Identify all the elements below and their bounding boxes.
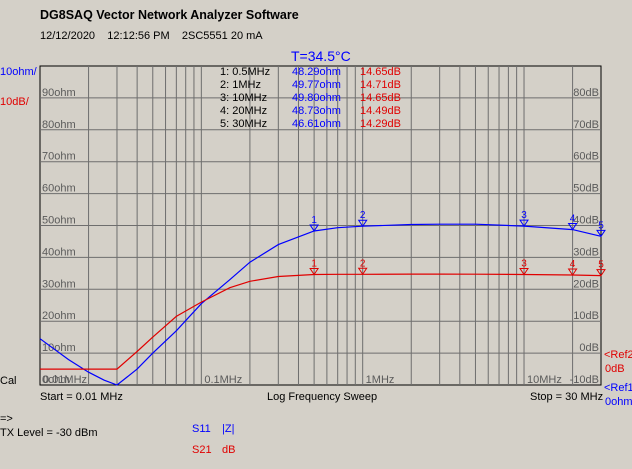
left-axis-label: 20ohm [42, 310, 76, 322]
right-axis-label: 20dB [573, 278, 599, 290]
marker-row-4-db: 14.49dB [360, 105, 401, 117]
right-axis-label: 30dB [573, 246, 599, 258]
marker-row-3-ohm: 49.80ohm [292, 92, 341, 104]
frequency-label: 10MHz [527, 374, 562, 386]
marker-3-triangle [519, 267, 529, 276]
temperature-readout: T=34.5°C [291, 48, 351, 64]
right-axis-label: 0dB [579, 342, 599, 354]
marker-3-label: 3 [521, 258, 527, 269]
frequency-label: 1MHz [366, 374, 395, 386]
legend-s21-unit: dB [222, 444, 236, 456]
measurement-info: 12/12/2020 12:12:56 PM 2SC5551 20 mA [40, 30, 263, 42]
info-time: 12:12:56 PM [107, 30, 170, 42]
marker-5-label: 5 [598, 220, 604, 231]
right-axis-label: 50dB [573, 183, 599, 195]
left-axis-label: 30ohm [42, 278, 76, 290]
left-scale-blue[interactable]: 10ohm/ [0, 66, 37, 78]
ref1-marker[interactable]: <Ref1 [604, 382, 632, 394]
marker-5-label: 5 [598, 260, 604, 271]
marker-row-5-ohm: 46.61ohm [292, 118, 341, 130]
right-axis-label: 40dB [573, 215, 599, 227]
frequency-label: 0.1MHz [204, 374, 242, 386]
marker-1-triangle [309, 224, 320, 232]
left-axis-label: 50ohm [42, 215, 76, 227]
frequency-label: 0.01MHz [43, 374, 87, 386]
legend-s21-trace[interactable]: S21 [192, 444, 212, 456]
right-axis-label: -10dB [570, 374, 599, 386]
s21-trace-line [40, 273, 602, 370]
marker-2-label: 2 [360, 258, 366, 269]
right-axis-label: 60dB [573, 151, 599, 163]
right-axis-label: 80dB [573, 87, 599, 99]
marker-1-triangle [309, 267, 320, 276]
left-axis-label: 0ohm [42, 374, 70, 386]
marker-5-triangle [596, 229, 606, 238]
marker-1-label: 1 [311, 258, 317, 269]
left-axis-label: 60ohm [42, 183, 76, 195]
left-axis-label: 70ohm [42, 151, 76, 163]
left-scale-red[interactable]: 10dB/ [0, 96, 29, 108]
marker-2-triangle [357, 219, 368, 228]
left-axis-label: 10ohm [42, 342, 76, 354]
info-date: 12/12/2020 [40, 30, 96, 42]
marker-row-4-id: 4: 20MHz [220, 105, 268, 117]
marker-4-triangle [567, 223, 578, 231]
marker-4-label: 4 [570, 214, 576, 225]
tx-level: TX Level = -30 dBm [0, 427, 98, 439]
sweep-mode[interactable]: Log Frequency Sweep [267, 391, 378, 403]
marker-row-2-db: 14.71dB [360, 79, 401, 91]
cal-label: Cal [0, 375, 17, 387]
marker-3-triangle [519, 219, 529, 228]
marker-row-1-db: 14.65dB [360, 66, 401, 78]
app-title: DG8SAQ Vector Network Analyzer Software [40, 8, 299, 22]
left-axis-label: 40ohm [42, 246, 76, 258]
marker-2-label: 2 [360, 210, 366, 221]
marker-row-5-db: 14.29dB [360, 118, 401, 130]
left-axis-label: 80ohm [42, 119, 76, 131]
marker-row-5-id: 5: 30MHz [220, 118, 268, 130]
marker-5-triangle [596, 269, 606, 277]
s11-trace-line [39, 223, 602, 386]
stop-frequency: Stop = 30 MHz [530, 391, 604, 403]
marker-row-3-db: 14.65dB [360, 92, 401, 104]
legend-s11-unit: |Z| [222, 423, 235, 435]
marker-row-2-id: 2: 1MHz [220, 79, 261, 91]
start-frequency: Start = 0.01 MHz [40, 391, 123, 403]
ref2-value: 0dB [605, 363, 625, 375]
right-axis-label: 10dB [573, 310, 599, 322]
right-axis-label: 70dB [573, 119, 599, 131]
marker-4-label: 4 [570, 259, 576, 270]
marker-row-3-id: 3: 10MHz [220, 92, 268, 104]
marker-row-1-id: 1: 0.5MHz [220, 66, 271, 78]
marker-row-1-ohm: 48.29ohm [292, 66, 341, 78]
marker-2-triangle [357, 267, 368, 276]
ref1-value: 0ohm [605, 396, 632, 408]
marker-4-triangle [567, 268, 578, 276]
tx-arrow: => [0, 413, 13, 425]
marker-1-label: 1 [311, 215, 317, 226]
marker-row-2-ohm: 49.77ohm [292, 79, 341, 91]
ref2-marker[interactable]: <Ref2 [604, 349, 632, 361]
marker-3-label: 3 [521, 210, 527, 221]
legend-s11-trace[interactable]: S11 [192, 423, 211, 435]
marker-row-4-ohm: 48.73ohm [292, 105, 341, 117]
left-axis-label: 90ohm [42, 87, 76, 99]
info-device: 2SC5551 20 mA [181, 30, 263, 42]
